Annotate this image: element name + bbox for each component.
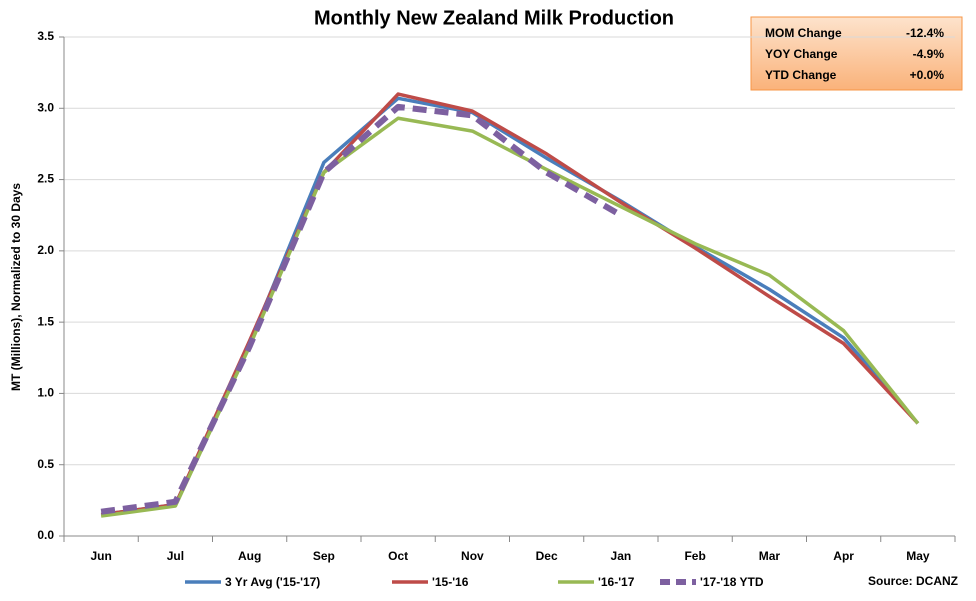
x-tick-label: Jul	[167, 549, 184, 563]
stat-label: MOM Change	[765, 26, 842, 40]
stat-value: +0.0%	[910, 68, 945, 82]
y-tick-label: 3.0	[37, 100, 54, 114]
series-line	[100, 103, 623, 515]
x-tick-label: May	[906, 549, 930, 563]
x-tick-label: Mar	[759, 549, 781, 563]
legend-label: 3 Yr Avg ('15-'17)	[225, 575, 320, 589]
x-tick-label: Oct	[388, 549, 408, 563]
y-tick-label: 0.5	[37, 457, 54, 471]
chart-title: Monthly New Zealand Milk Production	[314, 7, 674, 29]
x-tick-label: Jan	[611, 549, 632, 563]
x-tick-label: Dec	[536, 549, 558, 563]
legend-label: '17-'18 YTD	[700, 575, 764, 589]
series-line	[100, 96, 920, 517]
legend-label: '16-'17	[598, 575, 635, 589]
legend-label: '15-'16	[432, 575, 469, 589]
x-tick-label: Aug	[238, 549, 261, 563]
stat-label: YTD Change	[765, 68, 837, 82]
y-tick-label: 0.0	[37, 528, 54, 542]
x-tick-label: Feb	[684, 549, 705, 563]
series-line	[100, 116, 920, 518]
source: Source: DCANZ	[868, 574, 958, 588]
stat-label: YOY Change	[765, 47, 838, 61]
stat-value: -12.4%	[906, 26, 944, 40]
y-axis-label: MT (Millions), Normalized to 30 Days	[9, 183, 23, 391]
y-tick-label: 1.5	[37, 314, 54, 328]
x-tick-label: Nov	[461, 549, 484, 563]
stats-box	[750, 16, 963, 91]
x-tick-label: Jun	[90, 549, 111, 563]
y-tick-label: 2.0	[37, 243, 54, 257]
y-tick-label: 2.5	[37, 172, 54, 186]
x-tick-label: Apr	[833, 549, 854, 563]
y-tick-label: 3.5	[37, 29, 54, 43]
x-tick-label: Sep	[313, 549, 335, 563]
stat-value: -4.9%	[913, 47, 945, 61]
y-tick-label: 1.0	[37, 386, 54, 400]
